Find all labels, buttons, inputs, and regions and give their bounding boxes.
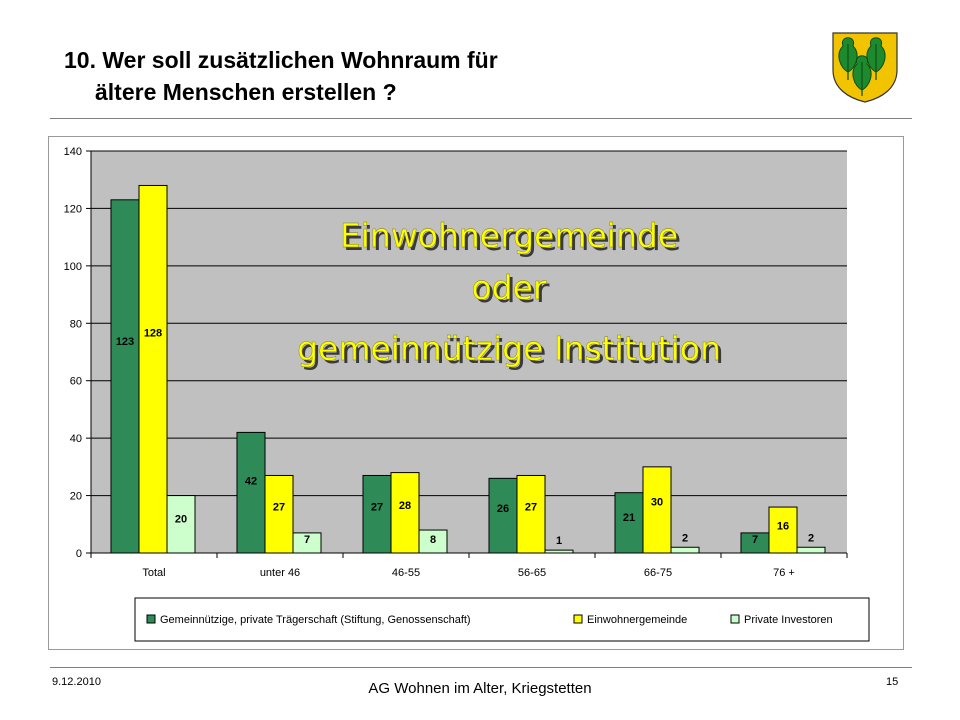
page-number: 15 (886, 676, 899, 688)
legend-box (134, 597, 870, 642)
bar (236, 431, 266, 554)
bar (362, 474, 392, 554)
overlay-text: Einwohnergemeinde (340, 216, 678, 255)
plot-area (91, 151, 847, 553)
bar (264, 474, 294, 554)
legend-swatch (146, 614, 156, 624)
legend-label: Gemeinnützige, private Trägerschaft (Sti… (160, 614, 471, 626)
leaf-icon (852, 55, 872, 96)
chart-container: 123 128 20 42 27 7 27 28 8 26 27 1 21 30 2 7 16 2 0 20 40 60… (48, 136, 904, 650)
data-label: 7 (752, 534, 758, 546)
data-label: 1 (556, 535, 562, 547)
footer-divider (50, 667, 912, 668)
legend-swatch (573, 614, 583, 624)
data-label: 7 (304, 534, 310, 546)
y-tick-label: 80 (70, 318, 82, 330)
footer-date: 9.12.2010 (52, 676, 101, 688)
x-tick-label: Total (142, 567, 165, 579)
data-label: 27 (273, 501, 285, 513)
bar (110, 199, 140, 554)
slide-title: 10. Wer soll zusätzlichen Wohnraum für ä… (64, 44, 804, 108)
data-label: 28 (399, 500, 411, 512)
slide-title-line-1: 10. Wer soll zusätzlichen Wohnraum für (64, 47, 498, 73)
data-label: 27 (525, 501, 537, 513)
y-tick-label: 20 (70, 491, 82, 503)
data-label: 30 (651, 496, 663, 508)
slide-title-line-2: ältere Menschen erstellen ? (95, 79, 397, 105)
data-label: 20 (175, 514, 187, 526)
data-label: 2 (808, 532, 814, 544)
bar (670, 546, 700, 554)
x-tick-label: 56-65 (518, 567, 546, 579)
overlay-text-shadow: oder (474, 271, 549, 310)
bar (614, 492, 644, 554)
bar (642, 466, 672, 554)
y-tick-label: 140 (64, 146, 82, 158)
y-tick-label: 60 (70, 376, 82, 388)
bar (390, 472, 420, 554)
data-label: 128 (144, 327, 162, 339)
overlay-text-shadow: Einwohnergemeinde (343, 219, 681, 258)
data-label: 2 (682, 532, 688, 544)
y-tick-label: 0 (76, 548, 82, 560)
x-tick-label: unter 46 (260, 567, 300, 579)
chart-legend: Gemeinnützige, private Trägerschaft (Sti… (134, 597, 870, 642)
x-tick-label: 46-55 (392, 567, 420, 579)
data-label: 8 (430, 534, 436, 546)
data-label: 26 (497, 503, 509, 515)
legend-label: Private Investoren (744, 614, 833, 626)
x-tick-label: 76 + (773, 567, 795, 579)
bar (138, 184, 168, 554)
y-tick-label: 100 (64, 261, 82, 273)
overlay-text: oder (471, 268, 546, 307)
coat-of-arms-logo (832, 32, 898, 103)
data-label: 16 (777, 520, 789, 532)
bar (516, 474, 546, 554)
bar (488, 477, 518, 554)
header-divider (50, 118, 912, 119)
overlay-annotation: EinwohnergemeindeEinwohnergemeindeoderod… (297, 216, 724, 371)
overlay-text-shadow: gemeinnützige Institution (300, 332, 724, 371)
x-tick-label: 66-75 (644, 567, 672, 579)
bar (768, 506, 798, 554)
bar (796, 546, 826, 554)
overlay-text: gemeinnützige Institution (297, 329, 721, 368)
y-tick-label: 120 (64, 203, 82, 215)
data-label: 123 (116, 336, 134, 348)
legend-swatch (730, 614, 740, 624)
data-label: 21 (623, 512, 635, 524)
legend-label: Einwohnergemeinde (587, 614, 687, 626)
data-label: 27 (371, 501, 383, 513)
footer-caption: AG Wohnen im Alter, Kriegstetten (368, 680, 592, 697)
data-label: 42 (245, 476, 257, 488)
y-tick-label: 40 (70, 433, 82, 445)
